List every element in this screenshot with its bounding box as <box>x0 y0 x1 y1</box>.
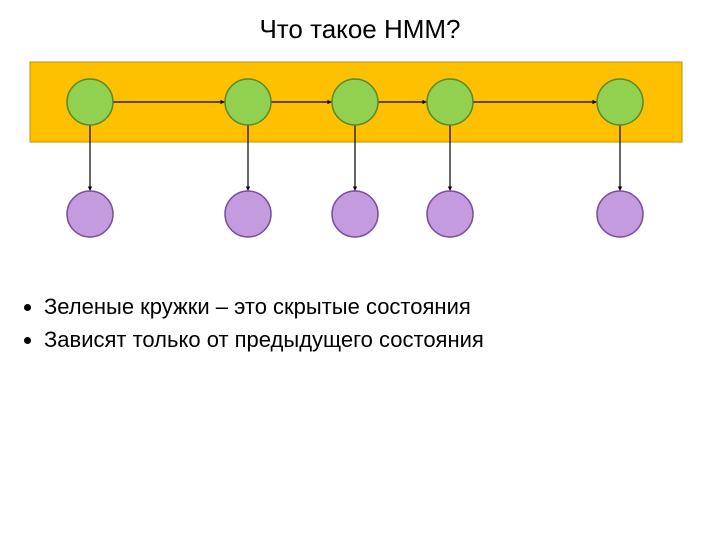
hmm-diagram <box>0 56 720 256</box>
page-title: Что такое HMM? <box>0 14 720 45</box>
bullet-list: Зеленые кружки – это скрытые состояния З… <box>20 290 680 356</box>
list-item: Зеленые кружки – это скрытые состояния <box>44 290 680 323</box>
list-item: Зависят только от предыдущего состояния <box>44 323 680 356</box>
slide: Что такое HMM? Зеленые кружки – это скры… <box>0 0 720 540</box>
